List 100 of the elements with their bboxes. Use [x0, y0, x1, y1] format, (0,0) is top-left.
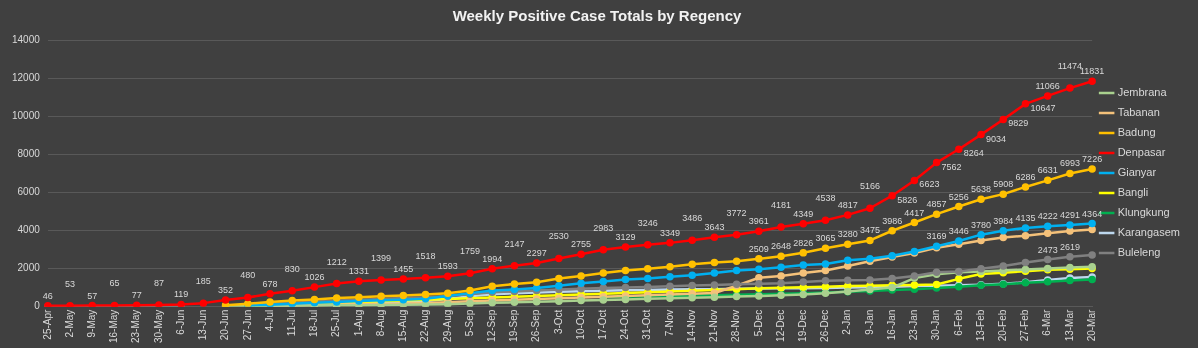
x-tick-label: 27-Jun	[241, 309, 253, 341]
data-label: 480	[240, 270, 256, 281]
x-tick-label: 1-Aug	[352, 309, 364, 337]
x-tick-label: 16-May	[108, 309, 120, 344]
x-tick-label: 25-Apr	[41, 308, 53, 340]
data-label: 53	[65, 278, 76, 289]
x-tick-label: 12-Sep	[485, 309, 497, 342]
x-tick-label: 20-Mar	[1085, 309, 1097, 342]
x-tick-label: 5-Dec	[752, 309, 764, 337]
legend-label: Buleleng	[1117, 246, 1161, 259]
data-label: 2619	[1059, 241, 1080, 252]
y-tick-label: 14000	[12, 33, 41, 45]
x-tick-label: 8-Aug	[374, 309, 386, 337]
data-label: 5256	[948, 191, 969, 202]
y-tick-label: 4000	[17, 224, 41, 236]
legend-label: Karangasem	[1117, 226, 1181, 239]
x-tick-label: 22-Aug	[419, 309, 431, 342]
x-tick-label: 21-Nov	[708, 309, 720, 342]
legend-label: Badung	[1117, 126, 1156, 139]
x-tick-label: 6-Jun	[174, 309, 186, 335]
data-label: 3349	[659, 227, 680, 238]
data-label: 1759	[459, 246, 480, 257]
x-tick-label: 11-Jul	[285, 309, 297, 337]
x-tick-label: 31-Oct	[641, 309, 653, 340]
data-label: 4417	[904, 207, 925, 218]
data-label: 6993	[1059, 158, 1080, 169]
x-tick-label: 9-Jan	[863, 309, 875, 335]
x-tick-label: 29-Aug	[441, 309, 453, 342]
data-label: 3446	[948, 226, 969, 236]
x-tick-label: 12-Dec	[774, 309, 786, 342]
x-tick-label: 2-May	[63, 309, 75, 338]
x-tick-label: 7-Nov	[663, 309, 675, 337]
data-label: 3772	[726, 207, 747, 218]
data-label: 3780	[971, 219, 992, 230]
data-label: 1994	[482, 253, 503, 264]
data-label: 185	[195, 276, 211, 287]
data-label: 57	[87, 290, 98, 301]
x-tick-label: 3-Oct	[552, 309, 564, 335]
x-tick-label: 5-Sep	[463, 309, 475, 337]
data-label: 5826	[897, 194, 918, 205]
data-label: 830	[284, 263, 300, 274]
data-label: 2983	[593, 222, 614, 233]
y-tick-label: 10000	[12, 109, 41, 121]
data-label: 1399	[371, 252, 392, 263]
x-tick-label: 23-Jan	[908, 309, 920, 341]
x-tick-label: 20-Feb	[997, 309, 1008, 342]
legend-label: Denpasar	[1117, 146, 1166, 159]
data-label: 119	[173, 289, 189, 300]
data-label: 2147	[504, 238, 525, 249]
x-tick-label: 13-Jun	[197, 309, 209, 341]
data-label: 3961	[748, 216, 769, 227]
data-label: 3984	[993, 215, 1014, 226]
data-label: 352	[218, 284, 234, 295]
data-label: 1593	[437, 261, 458, 272]
data-label: 77	[131, 290, 142, 301]
chart-title: Weekly Positive Case Totals by Regency	[452, 7, 743, 25]
x-tick-label: 19-Sep	[508, 309, 520, 342]
x-tick-label: 28-Nov	[730, 309, 742, 342]
data-label: 7562	[941, 161, 962, 172]
y-tick-label: 12000	[12, 71, 41, 83]
x-tick-label: 9-May	[86, 309, 97, 338]
data-label: 2755	[571, 239, 592, 250]
data-label: 4291	[1059, 209, 1080, 220]
data-label: 4349	[793, 208, 814, 219]
x-tick-label: 26-Dec	[819, 309, 831, 342]
data-label: 3643	[704, 222, 725, 233]
x-tick-label: 14-Nov	[685, 309, 697, 342]
data-label: 678	[262, 278, 278, 289]
data-label: 4538	[815, 193, 836, 204]
x-tick-label: 13-Feb	[974, 309, 986, 342]
x-tick-label: 2-Jan	[841, 309, 853, 335]
data-label: 1212	[326, 256, 347, 267]
data-label: 5638	[971, 184, 992, 195]
data-label: 6623	[919, 179, 940, 190]
legend-label: Bangli	[1117, 186, 1149, 199]
x-tick-label: 6-Feb	[952, 309, 964, 336]
x-tick-label: 6-Mar	[1041, 309, 1053, 336]
data-label: 2509	[748, 243, 769, 254]
data-label: 1331	[348, 266, 369, 277]
legend-label: Tabanan	[1117, 106, 1160, 119]
data-label: 4222	[1037, 211, 1058, 222]
data-label: 2297	[526, 247, 547, 258]
legend-label: Jembrana	[1117, 86, 1168, 99]
data-label: 5908	[993, 179, 1014, 190]
y-tick-label: 2000	[17, 262, 41, 274]
data-label: 2530	[548, 231, 569, 242]
legend-label: Klungkung	[1117, 206, 1170, 219]
x-tick-label: 30-Jan	[930, 309, 942, 341]
x-tick-label: 23-May	[130, 309, 142, 344]
data-label: 1518	[415, 250, 436, 261]
x-tick-label: 24-Oct	[619, 309, 631, 340]
data-label: 3986	[882, 215, 903, 226]
data-label: 4364	[1082, 208, 1103, 219]
y-tick-label: 0	[34, 300, 41, 312]
x-tick-label: 15-Aug	[397, 309, 409, 342]
data-label: 2826	[793, 237, 814, 248]
data-label: 10647	[1030, 102, 1056, 113]
legend-label: Gianyar	[1117, 166, 1157, 179]
data-label: 4857	[926, 199, 947, 210]
x-tick-label: 26-Sep	[530, 309, 542, 342]
